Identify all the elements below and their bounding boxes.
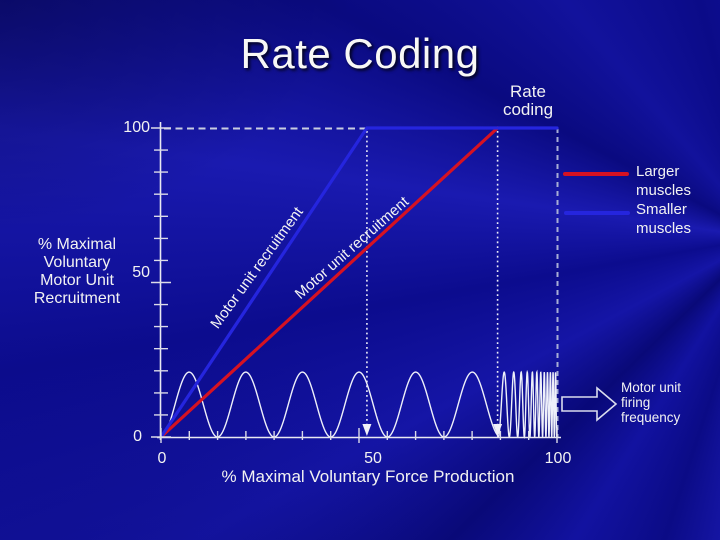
y-axis-title-line3: Motor Unit — [40, 272, 114, 289]
firing-frequency-line2: firing — [621, 395, 651, 410]
rate-coding-line1: Rate — [510, 82, 546, 101]
y-tick-50: 50 — [132, 264, 150, 281]
x-axis-ticks — [160, 428, 558, 443]
x-tick-50: 50 — [364, 450, 382, 467]
firing-frequency-wave — [160, 369, 558, 439]
x-tick-0: 0 — [157, 450, 167, 467]
y-axis-title: % Maximal Voluntary Motor Unit Recruitme… — [16, 236, 138, 308]
right-block-arrow-icon — [561, 386, 618, 422]
down-arrowhead-icon — [362, 424, 372, 436]
y-axis-title-line4: Recruitment — [33, 290, 121, 307]
firing-frequency-line1: Motor unit — [621, 380, 682, 395]
firing-frequency-annotation: Motor unit firing frequency — [621, 380, 681, 425]
rate-coding-annotation: Rate coding — [480, 83, 576, 119]
y-tick-0: 0 — [133, 428, 142, 445]
y-axis-title-line2: Voluntary — [43, 254, 111, 271]
y-tick-100: 100 — [123, 119, 150, 136]
legend-label-larger-muscles: Larger muscles — [636, 163, 691, 200]
legend-larger-line1: Larger — [636, 163, 680, 180]
smaller-muscles-line — [159, 126, 559, 439]
legend-swatch-smaller-muscles — [564, 211, 630, 215]
y-axis-title-line1: % Maximal — [37, 236, 117, 253]
legend-label-smaller-muscles: Smaller muscles — [636, 201, 691, 238]
rate-coding-line2: coding — [502, 100, 554, 119]
down-arrowhead-icon — [493, 424, 503, 436]
legend-swatch-larger-muscles — [563, 172, 629, 176]
legend-smaller-line2: muscles — [636, 219, 692, 237]
y-axis-ticks — [151, 127, 171, 438]
larger-muscles-line — [159, 126, 500, 439]
slide-title: Rate Coding — [240, 30, 480, 77]
x-tick-100: 100 — [544, 450, 572, 467]
legend-larger-line2: muscles — [636, 181, 692, 199]
x-axis-title: % Maximal Voluntary Force Production — [221, 467, 515, 486]
firing-frequency-line3: frequency — [621, 410, 681, 425]
legend-smaller-line1: Smaller — [636, 201, 687, 218]
